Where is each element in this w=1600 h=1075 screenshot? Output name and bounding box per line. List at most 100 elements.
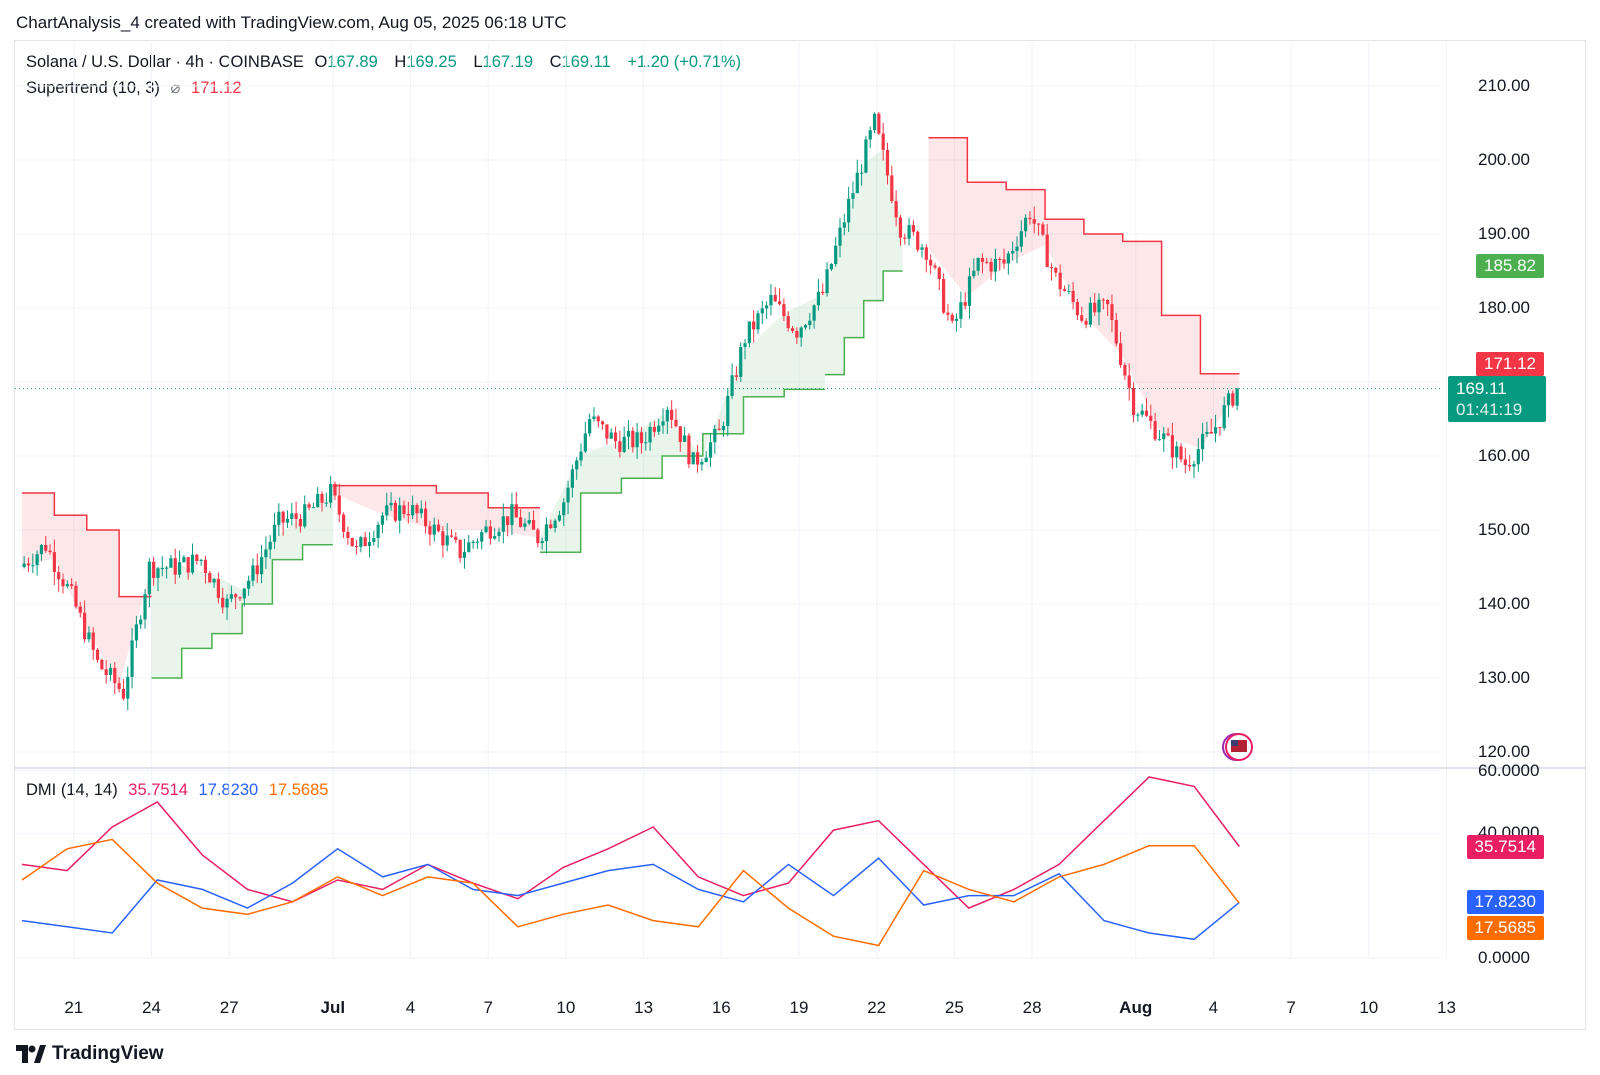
candle-down[interactable] [208,572,212,583]
candle-up[interactable] [721,425,726,431]
candle-down[interactable] [670,409,674,420]
candle-up[interactable] [609,432,613,439]
candle-up[interactable] [303,504,307,527]
candle-down[interactable] [795,330,799,338]
candle-down[interactable] [531,520,536,530]
candle-up[interactable] [972,270,976,277]
candle-up[interactable] [1006,253,1010,264]
candle-down[interactable] [238,597,242,599]
candle-down[interactable] [186,557,190,573]
candle-up[interactable] [743,343,747,348]
candle-down[interactable] [307,504,311,508]
candle-up[interactable] [376,524,380,538]
candle-up[interactable] [851,193,855,199]
candle-up[interactable] [419,508,423,514]
candle-down[interactable] [1002,259,1006,264]
candle-down[interactable] [985,261,989,263]
candle-down[interactable] [1075,302,1080,316]
candle-down[interactable] [458,539,462,558]
candle-up[interactable] [65,584,69,587]
candle-up[interactable] [1011,250,1015,254]
candle-down[interactable] [1231,393,1235,406]
candle-up[interactable] [290,513,294,519]
candle-down[interactable] [341,514,346,532]
candle-down[interactable] [717,428,721,431]
candle-up[interactable] [264,549,268,558]
candle-down[interactable] [877,113,881,134]
candle-down[interactable] [946,312,950,315]
candle-down[interactable] [821,291,825,294]
candle-up[interactable] [147,561,151,595]
candle-down[interactable] [549,524,553,529]
candle-up[interactable] [268,541,272,550]
candle-down[interactable] [52,552,56,573]
candle-up[interactable] [130,640,134,677]
candle-up[interactable] [497,531,501,537]
candle-up[interactable] [704,457,708,462]
candle-up[interactable] [872,113,877,131]
candle-up[interactable] [372,537,376,542]
candle-up[interactable] [838,227,842,246]
candle-up[interactable] [583,433,587,452]
candle-up[interactable] [31,565,35,567]
candle-down[interactable] [1045,234,1049,267]
candle-down[interactable] [1071,290,1075,303]
candle-up[interactable] [1157,439,1162,441]
candle-down[interactable] [600,421,605,425]
candle-up[interactable] [708,442,713,458]
candle-up[interactable] [1192,464,1196,467]
candle-up[interactable] [557,515,562,521]
candle-down[interactable] [428,526,432,535]
candle-down[interactable] [1131,387,1136,416]
candle-down[interactable] [734,375,739,377]
candle-down[interactable] [488,526,492,539]
candle-down[interactable] [320,493,324,503]
candle-down[interactable] [61,579,65,587]
candle-down[interactable] [937,267,941,280]
candle-up[interactable] [644,442,648,444]
candle-up[interactable] [475,541,480,543]
candle-down[interactable] [1106,300,1110,305]
candle-up[interactable] [277,511,281,525]
candle-down[interactable] [1036,223,1041,225]
candle-up[interactable] [359,537,363,547]
candle-up[interactable] [700,461,704,465]
candle-up[interactable] [553,520,557,529]
candle-up[interactable] [868,130,872,140]
candle-up[interactable] [169,558,173,568]
candle-up[interactable] [467,542,471,552]
candle-down[interactable] [596,416,600,422]
candle-down[interactable] [1114,320,1118,344]
candle-down[interactable] [1110,304,1114,321]
candle-down[interactable] [294,513,298,519]
candle-down[interactable] [281,511,285,523]
candle-up[interactable] [199,559,203,561]
candle-up[interactable] [730,375,734,396]
candle-down[interactable] [652,426,656,432]
candle-up[interactable] [859,172,864,174]
candle-up[interactable] [1097,299,1101,313]
candle-down[interactable] [687,435,691,465]
candle-down[interactable] [195,554,199,561]
candle-down[interactable] [678,426,682,442]
candle-down[interactable] [881,133,885,150]
candle-up[interactable] [1235,388,1239,406]
candle-down[interactable] [890,175,894,202]
candle-up[interactable] [739,347,743,377]
candle-down[interactable] [363,537,367,547]
candle-up[interactable] [544,524,549,542]
candle-down[interactable] [998,258,1002,260]
candle-down[interactable] [1166,433,1170,436]
candle-down[interactable] [518,517,523,527]
candle-down[interactable] [1049,266,1054,268]
candle-up[interactable] [285,518,290,523]
candle-up[interactable] [808,320,812,326]
candle-down[interactable] [989,262,993,272]
candle-down[interactable] [117,683,121,689]
candle-down[interactable] [1179,446,1183,460]
candle-up[interactable] [1201,434,1205,450]
candle-up[interactable] [329,483,333,503]
candle-down[interactable] [963,302,967,306]
eye-slash-icon[interactable]: ⌀ [170,79,181,97]
